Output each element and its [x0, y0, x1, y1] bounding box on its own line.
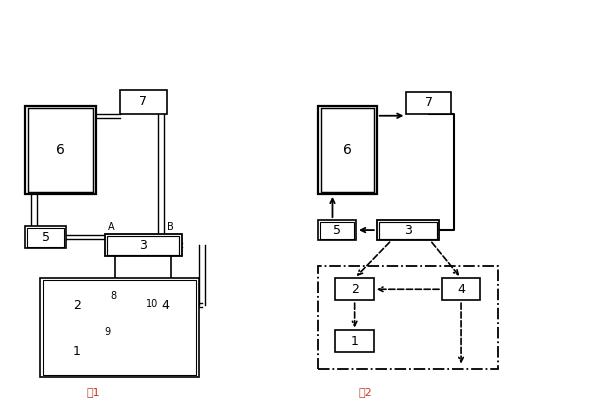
Bar — [58, 294, 96, 316]
Text: 图2: 图2 — [358, 387, 372, 397]
Bar — [58, 341, 96, 362]
Bar — [318, 266, 498, 368]
Text: 2: 2 — [350, 283, 359, 296]
Bar — [27, 228, 64, 246]
Bar — [25, 106, 96, 194]
Bar — [336, 278, 374, 300]
Text: 1: 1 — [73, 345, 81, 358]
Bar — [406, 92, 451, 114]
Text: 10: 10 — [146, 299, 159, 309]
Bar — [336, 330, 374, 352]
Text: 5: 5 — [42, 231, 50, 244]
Bar — [318, 106, 377, 194]
Bar — [108, 236, 179, 255]
Text: 2: 2 — [73, 299, 81, 312]
Bar — [40, 278, 200, 377]
Bar — [379, 222, 437, 238]
Bar — [442, 278, 481, 300]
Text: B: B — [166, 222, 173, 232]
Bar — [28, 108, 93, 192]
Text: 6: 6 — [343, 143, 352, 157]
Bar — [60, 296, 94, 315]
Text: 4: 4 — [162, 299, 169, 312]
Text: 图1: 图1 — [86, 387, 100, 397]
Text: 7: 7 — [425, 96, 432, 109]
Text: 4: 4 — [457, 283, 465, 296]
Bar — [318, 220, 356, 240]
Bar — [321, 108, 374, 192]
Bar — [105, 234, 182, 256]
Bar — [146, 294, 185, 316]
Text: A: A — [108, 222, 114, 232]
Bar — [25, 226, 67, 248]
Text: 7: 7 — [139, 95, 147, 108]
Text: 3: 3 — [404, 223, 412, 237]
Bar — [320, 222, 354, 238]
Text: 5: 5 — [333, 223, 341, 237]
Text: 9: 9 — [105, 327, 111, 337]
Text: 6: 6 — [56, 143, 65, 157]
Bar — [148, 296, 182, 315]
Text: 3: 3 — [140, 239, 147, 252]
Text: 8: 8 — [110, 291, 117, 301]
Bar — [119, 90, 167, 114]
Text: 1: 1 — [350, 335, 359, 348]
Bar — [377, 220, 439, 240]
Bar — [43, 280, 197, 375]
